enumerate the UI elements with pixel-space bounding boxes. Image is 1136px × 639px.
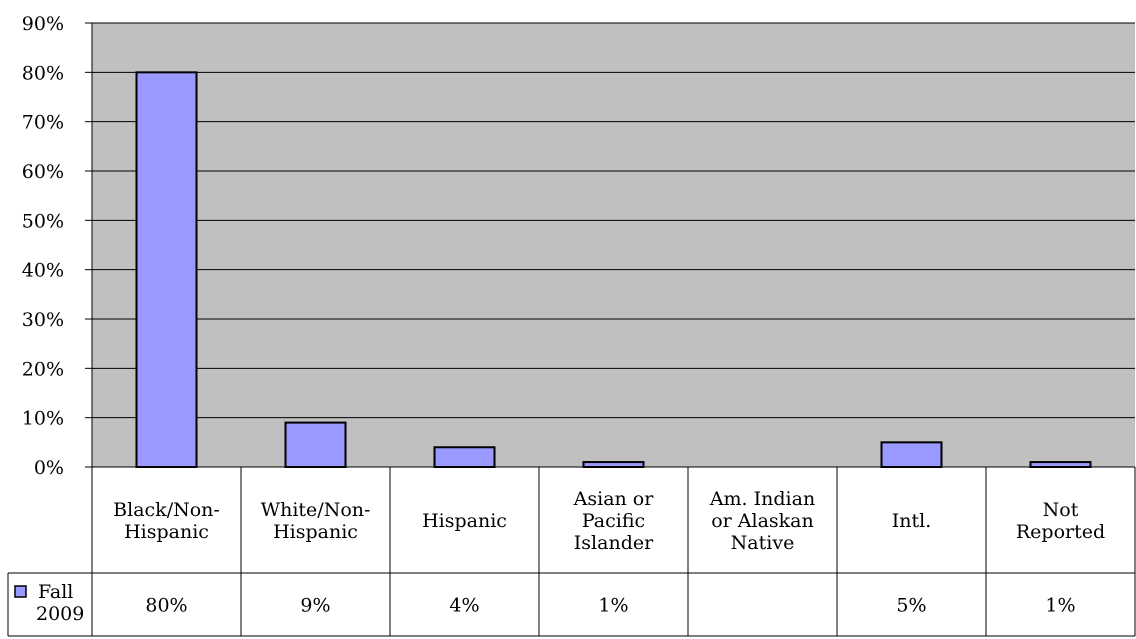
y-tick-label: 60% [22,161,64,183]
y-tick-label: 0% [34,457,64,479]
x-category-label: Reported [1016,521,1105,543]
y-tick-label: 80% [22,62,64,84]
bar [582,461,645,469]
bar [880,441,943,469]
data-table-value: 9% [300,595,330,617]
bar [284,421,347,469]
x-category-label: Pacific [582,510,645,532]
x-category-label: Hispanic [124,521,209,543]
bar [433,446,496,468]
y-tick-label: 50% [22,210,64,232]
y-tick-label: 20% [22,358,64,380]
x-category-label: Am. Indian [709,488,815,510]
y-tick-label: 30% [22,309,64,331]
x-category-label: White/Non- [261,499,371,521]
data-table-value: 1% [598,595,628,617]
y-axis: 0% 10% 20% 30% 40% 50% 60% 70% 80% 90% [22,13,93,479]
x-category-label: Asian or [573,488,655,510]
y-tick-label: 90% [22,13,64,35]
bars [135,71,1092,469]
legend-label: 2009 [36,603,84,625]
legend-label: Fall [38,581,73,603]
y-tick-label: 70% [22,112,64,134]
data-table-value: 4% [449,595,479,617]
data-table-value: 1% [1045,595,1075,617]
x-category-label: Intl. [892,510,932,532]
x-category-label: Hispanic [273,521,358,543]
x-category-label: Black/Non- [113,499,220,521]
x-category-label: Islander [574,532,654,554]
data-table-value: 5% [896,595,926,617]
legend-key [14,585,27,598]
x-category-label: Not [1043,499,1079,521]
data-table-value: 80% [145,595,187,617]
x-category-label: or Alaskan [711,510,814,532]
gridlines [92,22,1135,468]
x-category-label: Native [731,532,795,554]
y-tick-label: 40% [22,260,64,282]
bar [1029,461,1092,469]
x-category-label: Hispanic [422,510,507,532]
plot-area [92,23,1135,467]
y-tick-label: 10% [22,408,64,430]
bar [135,71,198,468]
